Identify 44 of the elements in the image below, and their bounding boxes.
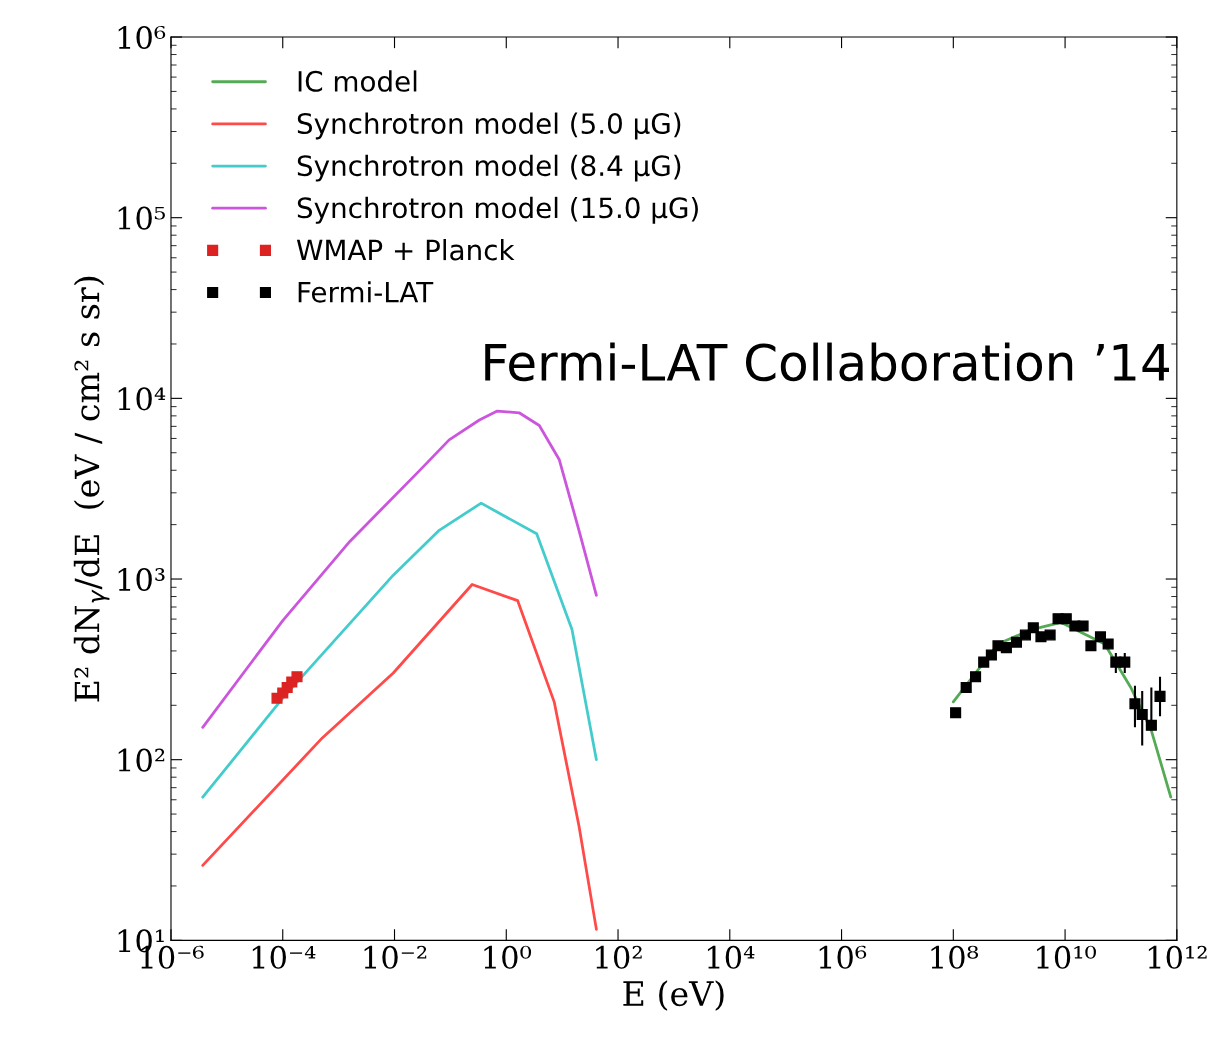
y-axis-title: E² dN$_{γ}$/dE (eV / cm² s sr) — [73, 276, 110, 702]
point — [950, 707, 962, 719]
x-tick-label: 10⁶ — [819, 945, 867, 969]
legend-label: Synchrotron model (15.0 μG) — [297, 196, 698, 224]
point — [1019, 629, 1031, 641]
point — [978, 656, 990, 668]
y-tick-label: 10³ — [118, 567, 165, 592]
legend-label: WMAP + Planck — [296, 239, 515, 261]
point — [1094, 631, 1107, 643]
x-tick-label: 10¹⁰ — [1037, 945, 1096, 969]
x-tick-label: 10⁰ — [484, 945, 532, 969]
legend-label: Synchrotron model (5.0 μG) — [297, 112, 681, 140]
point — [1060, 613, 1072, 625]
point — [1145, 719, 1157, 731]
x-tick-label: 10⁻⁴ — [252, 945, 316, 969]
point — [1119, 656, 1131, 668]
point — [1000, 642, 1012, 654]
legend-label: Fermi-LAT — [298, 281, 434, 303]
point — [960, 681, 972, 694]
legend-label: Synchrotron model (8.4 μG) — [297, 154, 681, 182]
y-tick-label: 10⁵ — [118, 206, 165, 230]
x-tick-label: 10⁴ — [707, 945, 755, 969]
point — [1085, 640, 1097, 652]
x-tick-label: 10¹² — [1148, 945, 1207, 969]
point — [1129, 698, 1141, 710]
y-tick-label: 10⁶ — [118, 25, 166, 50]
point — [1035, 631, 1047, 643]
x-tick-label: 10⁸ — [931, 945, 979, 969]
x-axis-title: E (eV) — [623, 980, 724, 1011]
point — [1077, 620, 1089, 632]
legend-label: IC model — [298, 70, 417, 92]
point — [1136, 708, 1148, 721]
point — [1027, 622, 1039, 634]
point — [1154, 690, 1166, 702]
y-tick-label: 10⁴ — [118, 387, 166, 411]
point — [1044, 629, 1056, 641]
annotation: Fermi-LAT Collaboration ’14 — [485, 342, 1170, 382]
x-tick-label: 10⁻² — [364, 945, 427, 969]
y-tick-label: 10² — [118, 748, 165, 772]
point — [1010, 636, 1023, 648]
point — [969, 671, 982, 683]
point — [1102, 638, 1114, 650]
x-tick-label: 10² — [596, 945, 642, 969]
point — [985, 649, 997, 661]
